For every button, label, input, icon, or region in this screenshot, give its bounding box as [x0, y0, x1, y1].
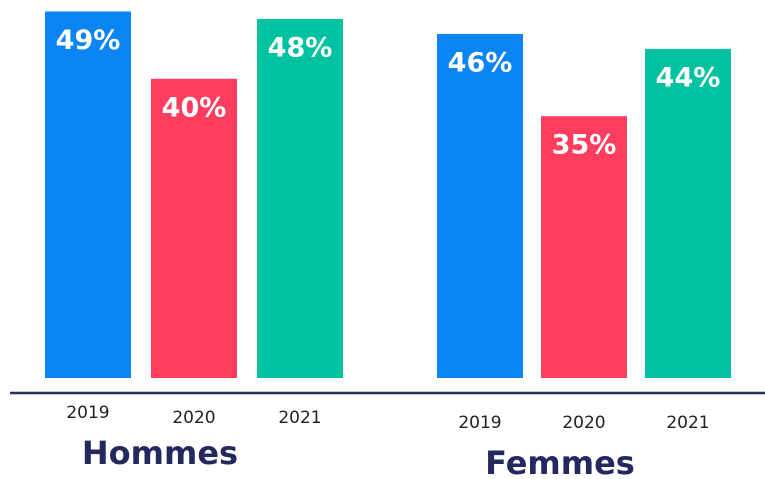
group-label: Femmes	[485, 444, 635, 479]
value-label: 46%	[448, 47, 513, 78]
year-label: 2021	[278, 408, 321, 428]
value-label: 35%	[552, 130, 617, 161]
bar	[151, 78, 237, 379]
value-label: 49%	[56, 25, 121, 56]
value-label: 44%	[656, 62, 721, 93]
value-label: 48%	[268, 32, 333, 63]
year-label: 2019	[66, 403, 109, 423]
bar	[257, 18, 343, 379]
year-label: 2020	[562, 413, 605, 433]
year-label: 2019	[458, 413, 501, 433]
year-label: 2020	[172, 408, 215, 428]
group-label: Hommes	[82, 434, 238, 472]
bar	[45, 11, 131, 378]
value-label: 40%	[162, 92, 227, 123]
bar	[437, 33, 523, 379]
bar	[645, 48, 731, 378]
bar	[541, 116, 627, 378]
year-label: 2021	[666, 413, 709, 433]
